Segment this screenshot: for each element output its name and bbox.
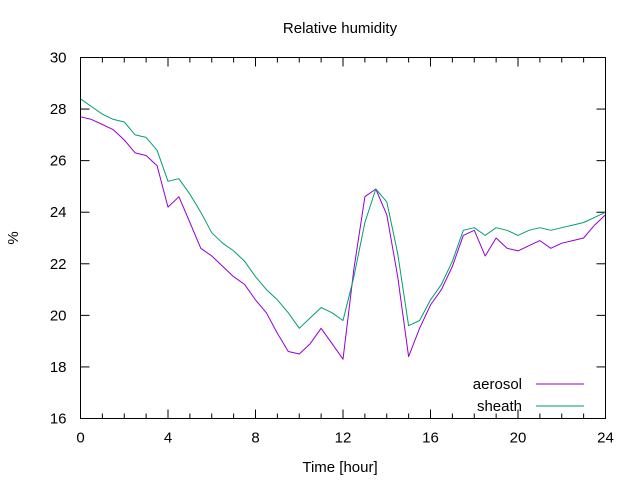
y-axis-label: % bbox=[5, 231, 22, 244]
x-tick-label: 20 bbox=[510, 430, 527, 447]
legend-label-sheath: sheath bbox=[477, 398, 522, 415]
y-tick-label: 24 bbox=[50, 204, 67, 221]
x-tick-label: 0 bbox=[76, 430, 84, 447]
x-tick-label: 16 bbox=[422, 430, 439, 447]
legend: aerosol sheath bbox=[473, 376, 584, 415]
chart-title: Relative humidity bbox=[283, 20, 398, 37]
y-tick-label: 18 bbox=[50, 359, 67, 376]
x-tick-label: 12 bbox=[335, 430, 352, 447]
y-tick-label: 22 bbox=[50, 256, 67, 273]
axis-ticks: 0 4 8 12 16 20 24 16 18 20 22 24 26 28 30 bbox=[50, 50, 614, 447]
y-tick-label: 30 bbox=[50, 50, 67, 67]
x-tick-label: 8 bbox=[251, 430, 259, 447]
x-axis-label: Time [hour] bbox=[302, 459, 377, 476]
x-tick-label: 4 bbox=[164, 430, 172, 447]
series-line-sheath bbox=[80, 98, 606, 329]
y-tick-label: 28 bbox=[50, 101, 67, 118]
x-tick-label: 24 bbox=[597, 430, 614, 447]
series-line-aerosol bbox=[80, 116, 606, 360]
legend-label-aerosol: aerosol bbox=[473, 376, 522, 393]
y-tick-label: 26 bbox=[50, 153, 67, 170]
plot-frame bbox=[80, 57, 606, 419]
series-lines bbox=[80, 98, 606, 360]
y-tick-label: 20 bbox=[50, 307, 67, 324]
y-tick-label: 16 bbox=[50, 411, 67, 428]
